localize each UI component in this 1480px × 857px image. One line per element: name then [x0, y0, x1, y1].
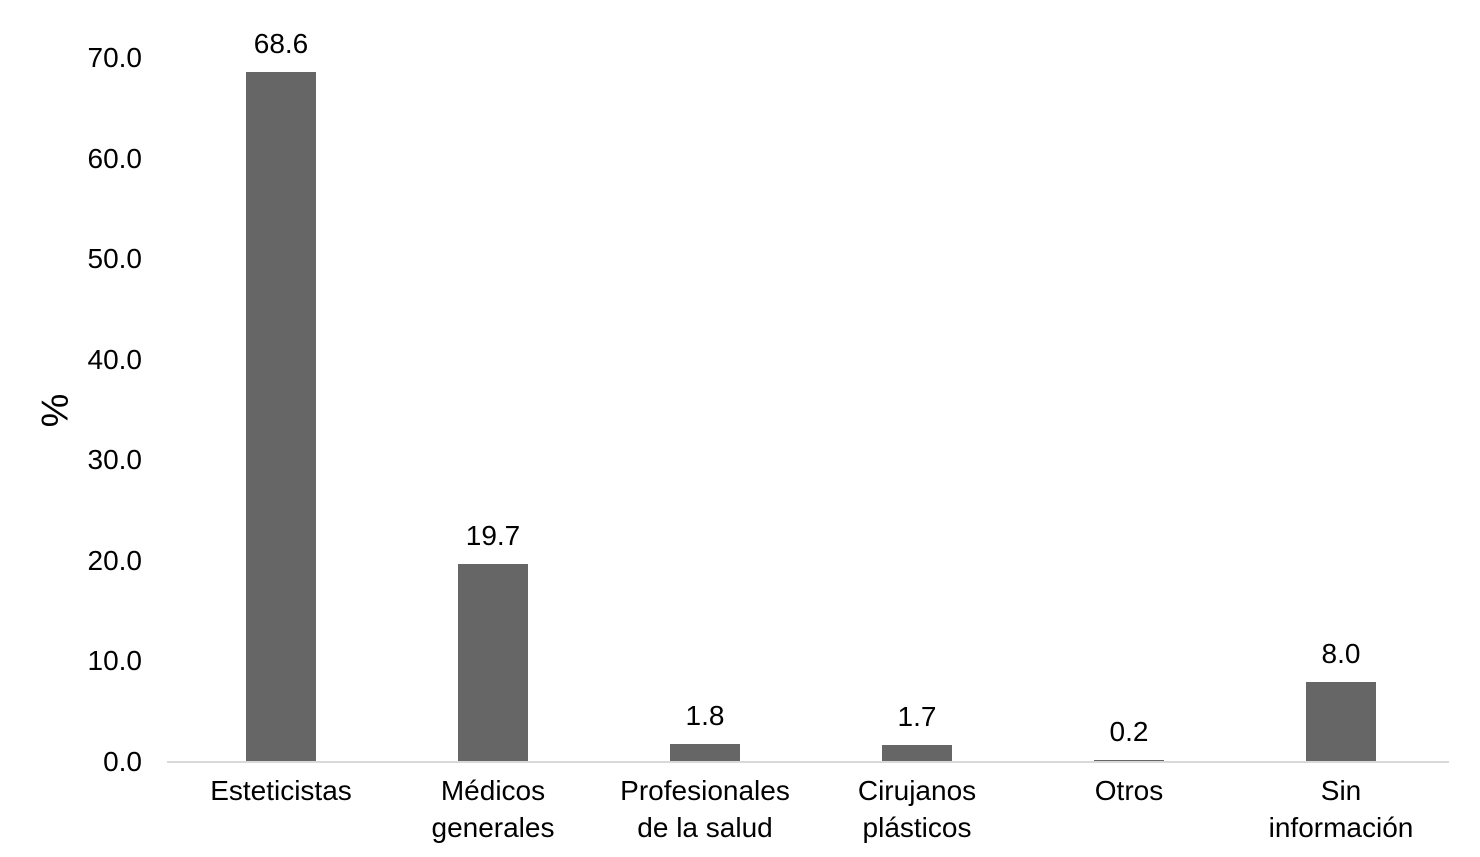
y-tick-label: 30.0	[87, 444, 143, 476]
x-category-label-text: Otros	[1094, 775, 1164, 806]
bar	[882, 744, 952, 762]
x-category-label: Otros	[1023, 772, 1235, 809]
bar-value-label: 0.2	[1109, 716, 1149, 747]
y-tick-label: 60.0	[87, 142, 143, 174]
bar-value-label: 1.8	[685, 699, 725, 731]
bar-slot: 0.2	[1023, 58, 1235, 762]
plot-area: 68.6 19.7 1.8 1.7 0.2 8.0	[175, 30, 1447, 762]
bar-slot: 1.7	[811, 58, 1023, 762]
bar	[670, 743, 740, 762]
x-category-label: Cirujanos plásticos	[811, 772, 1023, 846]
bar	[246, 72, 316, 762]
bar-value-label: 8.0	[1321, 637, 1361, 669]
y-tick-label: 70.0	[87, 42, 143, 73]
x-category-label-text: Sin información	[1268, 775, 1414, 843]
bar-slot: 19.7	[387, 58, 599, 762]
bar-slot: 8.0	[1235, 58, 1447, 762]
y-tick-label: 20.0	[87, 544, 143, 576]
bar	[458, 563, 528, 762]
y-tick-label: 10.0	[87, 645, 143, 677]
x-category-label: Médicos generales	[387, 772, 599, 846]
y-tick-label: 50.0	[87, 243, 143, 275]
bar	[1306, 681, 1376, 762]
bar-value-label: 1.7	[897, 700, 937, 732]
bar-slot: 1.8	[599, 58, 811, 762]
x-category-label-text: Profesionales de la salud	[620, 775, 790, 843]
y-axis-tick-labels: 0.0 10.0 20.0 30.0 40.0 50.0 60.0 70.0	[0, 44, 143, 776]
bar-slot: 68.6	[175, 30, 387, 762]
x-axis-line	[167, 761, 1449, 763]
x-category-label: Profesionales de la salud	[599, 772, 811, 846]
bar-value-label: 19.7	[465, 519, 521, 551]
x-category-label: Sin información	[1235, 772, 1447, 846]
y-tick-label: 0.0	[103, 746, 142, 777]
x-category-label: Esteticistas	[175, 772, 387, 809]
x-category-label-text: Esteticistas	[210, 775, 352, 806]
x-category-label-text: Cirujanos plásticos	[857, 775, 977, 843]
bar-value-label: 68.6	[253, 28, 309, 60]
x-category-label-text: Médicos generales	[431, 775, 555, 843]
y-tick-label: 40.0	[87, 343, 143, 375]
